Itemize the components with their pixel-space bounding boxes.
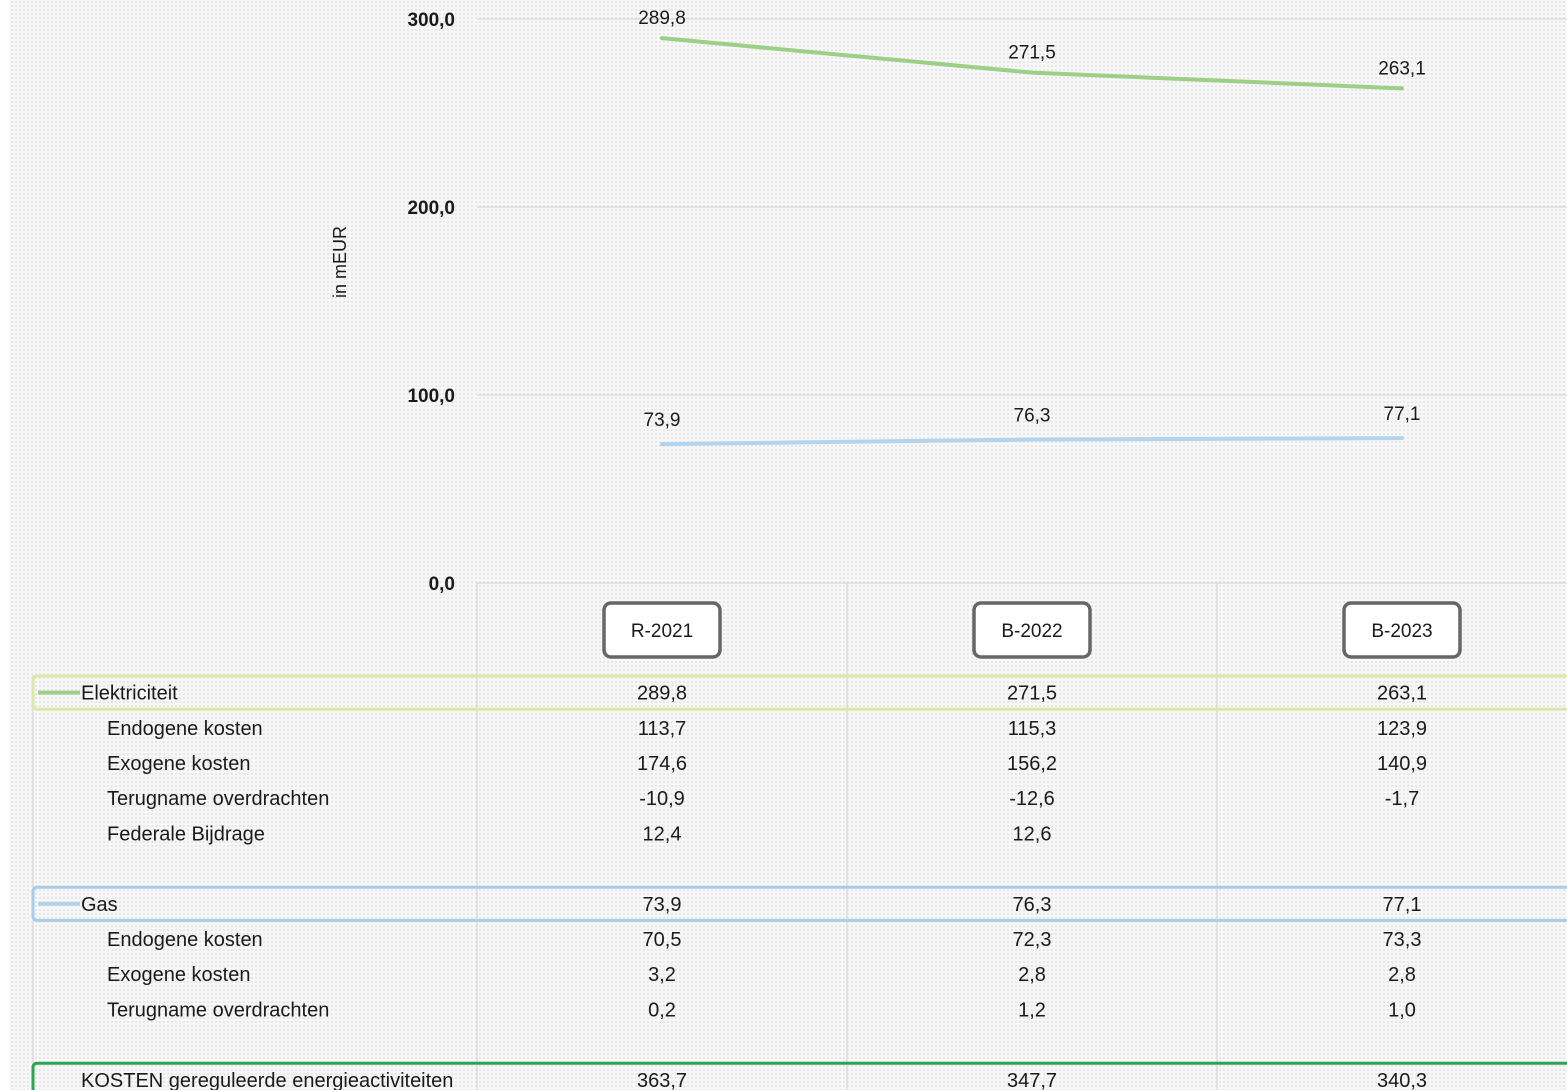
table-cell: -12,6 bbox=[1009, 788, 1055, 810]
table-cell: 2,8 bbox=[1018, 964, 1046, 986]
row-label: Elektriciteit bbox=[81, 683, 178, 705]
category-box bbox=[1342, 601, 1462, 659]
category-box bbox=[972, 601, 1092, 659]
table-cell: 2,8 bbox=[1388, 964, 1416, 986]
y-tick-label: 200,0 bbox=[407, 198, 455, 219]
row-label: Endogene kosten bbox=[107, 929, 263, 951]
row-label: KOSTEN gereguleerde energieactiviteiten bbox=[81, 1070, 453, 1090]
table-cell: 3,2 bbox=[648, 964, 676, 986]
series-line bbox=[660, 436, 1404, 447]
table-cell: 115,3 bbox=[1008, 718, 1057, 740]
category-box bbox=[602, 601, 722, 659]
row-highlight-box bbox=[31, 885, 1567, 922]
y-tick-label: 300,0 bbox=[407, 10, 455, 31]
row-label: Exogene kosten bbox=[107, 753, 250, 775]
data-label: 263,1 bbox=[1378, 58, 1426, 79]
chart-area: 0,0 100,0 200,0 300,0 in mEUR 289,8 271,5 263… bbox=[10, 0, 1567, 1090]
y-tick-label: 0,0 bbox=[429, 574, 455, 595]
y-tick-label: 100,0 bbox=[407, 386, 455, 407]
category-label: B-2022 bbox=[1001, 621, 1062, 642]
row-label: Gas bbox=[81, 894, 118, 916]
table-cell: -10,9 bbox=[639, 788, 685, 810]
table-cell: 76,3 bbox=[1013, 894, 1052, 916]
table-cell: 174,6 bbox=[637, 753, 687, 775]
table-cell: 263,1 bbox=[1377, 683, 1427, 705]
table-cell: 363,7 bbox=[637, 1070, 687, 1090]
data-label: 289,8 bbox=[638, 8, 686, 29]
table-cell: 271,5 bbox=[1007, 683, 1057, 705]
table-cell: 77,1 bbox=[1383, 894, 1422, 916]
data-labels: 289,8 271,5 263,1 73,9 76,3 77,1 bbox=[638, 8, 1426, 431]
table-cell: 72,3 bbox=[1013, 929, 1052, 951]
data-label: 77,1 bbox=[1384, 404, 1421, 425]
table-cell: 1,2 bbox=[1018, 999, 1046, 1021]
line-chart-with-data-table: 0,0 100,0 200,0 300,0 in mEUR 289,8 271,5 263… bbox=[31, 8, 1567, 1090]
table-cell: 123,9 bbox=[1377, 718, 1427, 740]
y-axis-label: in mEUR bbox=[330, 226, 350, 298]
gridlines bbox=[477, 18, 1567, 584]
table-cell: 347,7 bbox=[1007, 1070, 1057, 1090]
data-label: 73,9 bbox=[644, 410, 681, 431]
row-highlight-box bbox=[31, 1061, 1567, 1090]
table-cell: 140,9 bbox=[1377, 753, 1427, 775]
row-label: Endogene kosten bbox=[107, 718, 263, 740]
data-label: 76,3 bbox=[1014, 406, 1051, 427]
category-labels: R-2021 B-2022 B-2023 bbox=[602, 601, 1462, 659]
row-label: Terugname overdrachten bbox=[107, 999, 329, 1021]
table-cell: 70,5 bbox=[643, 929, 682, 951]
table-cell: 12,4 bbox=[643, 823, 682, 845]
table-cell: 73,9 bbox=[643, 894, 682, 916]
category-label: R-2021 bbox=[631, 621, 693, 642]
row-label: Federale Bijdrage bbox=[107, 823, 265, 845]
row-highlight-box bbox=[31, 674, 1567, 711]
table-cell: 73,3 bbox=[1383, 929, 1422, 951]
y-axis-tick-labels: 0,0 100,0 200,0 300,0 bbox=[407, 10, 455, 595]
data-table: Elektriciteit 289,8 271,5 263,1 Endogene kos… bbox=[31, 583, 1567, 1090]
table-cell: 0,2 bbox=[648, 999, 676, 1021]
table-cell: 156,2 bbox=[1007, 753, 1057, 775]
table-cell: -1,7 bbox=[1385, 788, 1419, 810]
table-cell: 289,8 bbox=[637, 683, 687, 705]
table-cell: 113,7 bbox=[638, 718, 687, 740]
table-cell: 12,6 bbox=[1013, 823, 1052, 845]
table-cell: 340,3 bbox=[1377, 1070, 1427, 1090]
data-label: 271,5 bbox=[1008, 43, 1056, 64]
category-label: B-2023 bbox=[1371, 621, 1432, 642]
table-cell: 1,0 bbox=[1388, 999, 1416, 1021]
row-label: Terugname overdrachten bbox=[107, 788, 329, 810]
row-label: Exogene kosten bbox=[107, 964, 250, 986]
series-lines bbox=[660, 36, 1404, 447]
